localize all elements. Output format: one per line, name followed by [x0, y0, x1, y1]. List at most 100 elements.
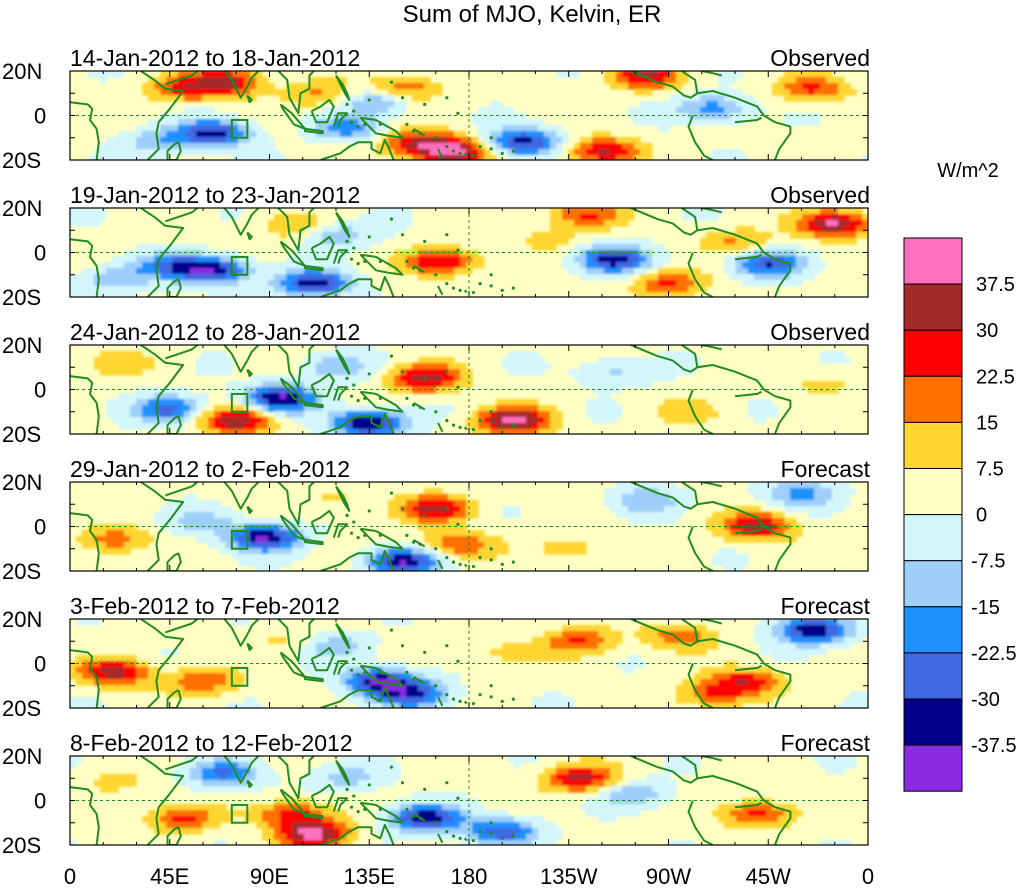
coastline	[335, 485, 351, 512]
island-dot	[389, 491, 394, 495]
longitude-axis: 0 45E 90E 135E 180 135W 90W 45W 0	[64, 864, 874, 889]
coastline	[697, 90, 792, 160]
island-dot	[418, 816, 422, 820]
island-dot	[456, 522, 460, 526]
island-dot	[451, 697, 456, 701]
index-region-box	[230, 529, 249, 550]
island-dot	[378, 533, 382, 538]
island-dot	[434, 410, 438, 414]
coastline	[70, 375, 100, 434]
coastline	[246, 779, 253, 789]
coastline	[320, 550, 395, 571]
island-dot	[434, 684, 438, 688]
coastline	[164, 619, 200, 634]
colorbar-labels: 37.5 30 22.5 15 7.5 0 -7.5 -15 -22.5 -30 -37.5	[971, 274, 1017, 757]
island-dot	[356, 399, 360, 403]
coastline	[276, 619, 315, 663]
island-dot	[367, 646, 371, 650]
colorbar-swatch	[903, 329, 963, 377]
colorbar-swatch	[903, 468, 963, 516]
island-dot	[489, 684, 493, 688]
coastline	[246, 642, 253, 652]
island-dot	[345, 513, 349, 517]
coastlines	[70, 345, 792, 434]
map-panel: 20N 0 20S 8-Feb-2012 to 12-Feb-2012 Forecast	[2, 730, 871, 858]
island-dot	[434, 547, 438, 551]
island-dot	[352, 794, 356, 798]
map-panel: 20N 0 20S 3-Feb-2012 to 7-Feb-2012 Forecast	[2, 593, 871, 721]
island-dot	[389, 628, 394, 632]
island-dot	[456, 796, 460, 800]
lon-label: 90E	[250, 864, 289, 889]
island-dot	[489, 410, 493, 414]
island-dot	[500, 699, 504, 703]
coastline	[734, 116, 763, 124]
island-dot	[389, 80, 394, 84]
island-dot	[411, 129, 416, 133]
island-dot	[349, 120, 354, 124]
panel-date-range: 14-Jan-2012 to 18-Jan-2012	[70, 45, 360, 71]
coastline	[70, 512, 100, 571]
colorbar-label: -37.5	[971, 735, 1017, 757]
colorbar-label: -7.5	[971, 551, 1005, 573]
coastline	[734, 801, 763, 809]
island-dot	[445, 693, 449, 697]
colorbar-label: 37.5	[976, 274, 1015, 296]
coastline	[304, 401, 324, 409]
island-dot	[363, 807, 367, 812]
coastline	[276, 208, 315, 252]
coastline	[734, 664, 763, 672]
island-dot	[423, 239, 427, 243]
island-dot	[478, 830, 482, 834]
island-dot	[349, 805, 354, 809]
coastline	[166, 415, 182, 434]
island-dot	[451, 834, 456, 838]
lat-label: 20S	[2, 148, 41, 173]
island-dot	[423, 102, 427, 106]
lat-label: 0	[34, 241, 46, 266]
coastline	[140, 71, 185, 160]
coastline	[246, 231, 253, 241]
coastline	[630, 619, 699, 647]
island-dot	[356, 262, 360, 266]
coastline	[164, 208, 200, 223]
coastline	[223, 482, 260, 510]
coastline	[166, 552, 182, 571]
panel-status: Observed	[770, 45, 870, 71]
coastline	[332, 249, 349, 264]
coastline	[335, 759, 351, 786]
island-dot	[451, 423, 456, 427]
island-dot	[445, 282, 449, 286]
colorbar-unit: W/m^2	[937, 160, 999, 182]
island-dot	[367, 783, 371, 787]
map-panel: 20N 0 20S 29-Jan-2012 to 2-Feb-2012 Forecast	[2, 456, 871, 584]
island-dot	[352, 246, 356, 250]
coastline	[279, 651, 306, 678]
coastline	[279, 103, 306, 130]
coastline	[359, 801, 404, 824]
coastline	[310, 783, 335, 809]
coastline	[304, 675, 324, 683]
coastline	[223, 71, 260, 99]
island-dot	[411, 266, 416, 270]
colorbar-label: 7.5	[976, 459, 1004, 481]
coastline	[697, 775, 792, 845]
coastline	[687, 252, 714, 297]
island-dot	[500, 288, 504, 292]
index-region-box	[230, 255, 249, 276]
coastline	[140, 208, 185, 297]
coastline	[734, 527, 763, 535]
island-dot	[378, 122, 382, 126]
coastline	[166, 141, 182, 160]
island-dot	[489, 558, 493, 562]
coastline	[304, 264, 324, 272]
colorbar-swatch	[903, 375, 963, 423]
colorbar-swatch	[903, 744, 963, 792]
island-dot	[458, 151, 462, 155]
coastline	[701, 482, 722, 488]
island-dot	[367, 98, 371, 102]
island-dot	[489, 273, 493, 277]
colorbar-swatch	[903, 606, 963, 654]
island-dot	[456, 659, 460, 663]
coastline	[320, 139, 395, 160]
